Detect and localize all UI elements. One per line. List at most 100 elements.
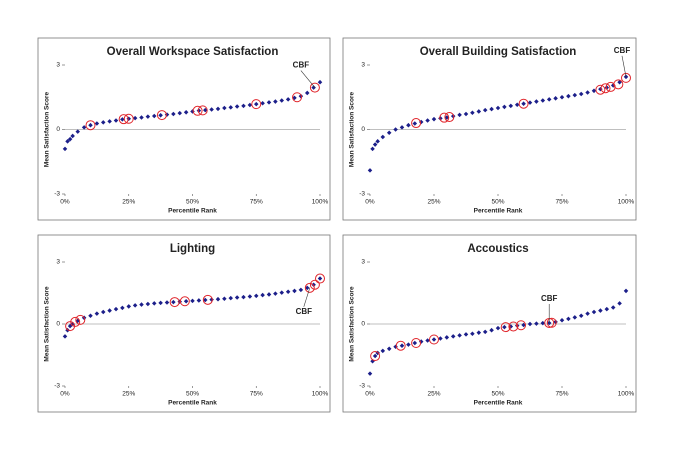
data-point bbox=[450, 334, 456, 339]
highlight-point bbox=[429, 334, 439, 345]
data-point bbox=[304, 285, 310, 291]
highlight-point bbox=[411, 118, 422, 129]
highlight-point bbox=[613, 79, 624, 90]
x-tick-label: 75% bbox=[250, 391, 263, 398]
x-tick-label: 100% bbox=[618, 199, 635, 206]
y-tick-label: 0 bbox=[56, 321, 60, 328]
panel-frame bbox=[342, 37, 637, 221]
y-tick-label: 3 bbox=[56, 62, 60, 69]
data-point bbox=[482, 329, 488, 335]
data-point bbox=[94, 311, 100, 316]
x-tick-label: 25% bbox=[427, 391, 440, 398]
data-point bbox=[126, 304, 132, 309]
y-axis-label: Mean Satisfaction Score bbox=[44, 92, 51, 168]
highlight-point bbox=[179, 296, 190, 307]
highlight-point bbox=[169, 297, 180, 308]
highlight-point bbox=[85, 120, 96, 131]
highlight-point bbox=[309, 279, 320, 290]
data-point bbox=[444, 335, 450, 340]
data-point bbox=[266, 292, 272, 297]
highlight-point bbox=[315, 273, 325, 284]
data-point bbox=[260, 292, 265, 298]
data-point bbox=[183, 299, 189, 304]
y-tick-label: -3 bbox=[359, 383, 365, 390]
data-point bbox=[380, 134, 386, 140]
data-point bbox=[431, 337, 437, 342]
data-point bbox=[273, 291, 278, 296]
data-point bbox=[164, 300, 170, 305]
data-point bbox=[241, 294, 246, 300]
x-tick-label: 25% bbox=[122, 391, 135, 398]
highlight-point bbox=[621, 72, 631, 83]
highlight-point bbox=[546, 317, 557, 328]
y-axis-label: Mean Satisfaction Score bbox=[349, 92, 356, 168]
data-point bbox=[610, 305, 616, 310]
data-point bbox=[375, 139, 380, 144]
chart-panel: Overall Workspace Satisfaction -3 0 3 0% 25% 5… bbox=[37, 37, 331, 221]
panel-frame bbox=[342, 234, 637, 413]
highlight-point bbox=[500, 322, 511, 333]
data-point bbox=[559, 318, 565, 323]
x-tick-label: 0% bbox=[365, 391, 375, 398]
highlight-point bbox=[70, 316, 81, 327]
highlight-point bbox=[605, 81, 616, 92]
x-tick-label: 50% bbox=[186, 199, 199, 206]
x-tick-label: 75% bbox=[555, 391, 568, 398]
annotation-leader bbox=[300, 70, 316, 88]
data-point bbox=[598, 308, 603, 313]
highlight-point bbox=[251, 99, 262, 110]
data-point bbox=[70, 133, 75, 139]
data-point bbox=[253, 293, 259, 299]
data-point bbox=[623, 288, 629, 294]
y-tick-label: 3 bbox=[56, 259, 60, 266]
data-point bbox=[502, 324, 507, 330]
data-point bbox=[88, 122, 93, 128]
x-tick-label: 100% bbox=[312, 391, 329, 398]
chart-panel: Accoustics -3 0 3 0% 25% 50% 75% 100% Percentile … bbox=[342, 234, 637, 413]
highlight-point bbox=[123, 113, 134, 124]
y-tick-label: 0 bbox=[361, 126, 365, 133]
data-point bbox=[476, 109, 482, 114]
annotation: CBF bbox=[541, 294, 558, 303]
data-point bbox=[113, 118, 119, 123]
chart-panel: Overall Building Satisfaction -3 0 3 0% 25% 50… bbox=[342, 37, 637, 221]
chart-panel: Lighting -3 0 3 0% 25% 50% 75% 100% Percentile Ra… bbox=[37, 234, 331, 413]
data-point bbox=[171, 299, 176, 305]
y-tick-label: 3 bbox=[361, 259, 365, 266]
x-axis-label: Percentile Rank bbox=[168, 208, 217, 215]
x-tick-label: 100% bbox=[312, 199, 329, 206]
x-tick-label: 50% bbox=[186, 391, 199, 398]
data-point bbox=[120, 117, 125, 122]
highlight-point bbox=[304, 282, 315, 293]
highlight-point bbox=[508, 321, 519, 332]
data-point bbox=[617, 301, 622, 306]
data-point bbox=[444, 115, 450, 120]
data-point bbox=[228, 295, 234, 301]
highlight-point bbox=[516, 320, 527, 331]
data-point bbox=[521, 322, 526, 328]
data-point bbox=[566, 316, 571, 322]
data-point bbox=[202, 297, 208, 303]
data-point bbox=[438, 336, 443, 341]
panel-frame bbox=[37, 37, 331, 221]
x-axis-label: Percentile Rank bbox=[474, 400, 523, 407]
highlight-point bbox=[192, 105, 203, 116]
data-point bbox=[399, 343, 405, 348]
data-point bbox=[145, 301, 151, 307]
data-point bbox=[67, 136, 73, 142]
x-tick-label: 0% bbox=[365, 199, 375, 206]
data-point bbox=[386, 346, 392, 352]
highlight-point bbox=[202, 294, 213, 305]
data-point bbox=[209, 297, 214, 302]
x-tick-label: 25% bbox=[122, 199, 135, 206]
y-tick-label: 3 bbox=[361, 62, 365, 69]
highlight-point bbox=[118, 114, 129, 125]
y-tick-label: -3 bbox=[54, 383, 60, 390]
data-point bbox=[495, 325, 501, 331]
data-point bbox=[298, 287, 304, 293]
data-point bbox=[578, 313, 584, 318]
data-point bbox=[132, 303, 138, 308]
x-tick-label: 100% bbox=[618, 391, 635, 398]
panel-frame bbox=[37, 234, 331, 413]
